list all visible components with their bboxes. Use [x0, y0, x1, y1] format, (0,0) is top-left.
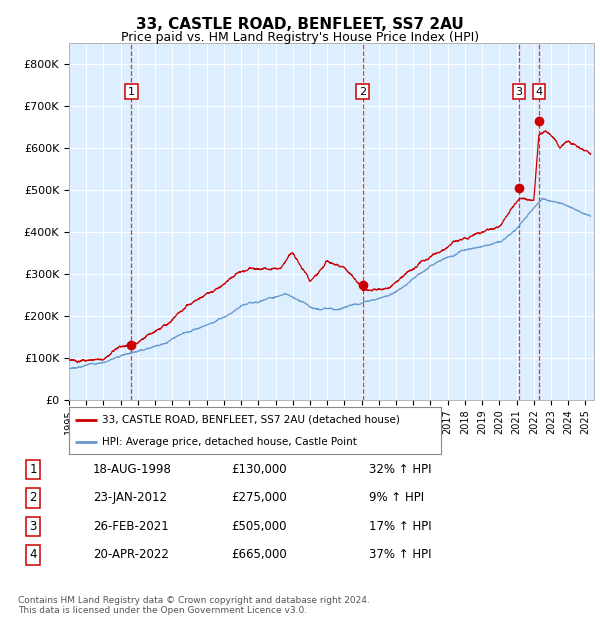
Text: 9% ↑ HPI: 9% ↑ HPI — [369, 492, 424, 504]
Text: £130,000: £130,000 — [231, 463, 287, 476]
Text: 3: 3 — [515, 87, 523, 97]
Text: 17% ↑ HPI: 17% ↑ HPI — [369, 520, 431, 533]
Text: 3: 3 — [29, 520, 37, 533]
Text: £505,000: £505,000 — [231, 520, 287, 533]
Text: 1: 1 — [128, 87, 135, 97]
Text: Contains HM Land Registry data © Crown copyright and database right 2024.
This d: Contains HM Land Registry data © Crown c… — [18, 596, 370, 615]
Text: 33, CASTLE ROAD, BENFLEET, SS7 2AU: 33, CASTLE ROAD, BENFLEET, SS7 2AU — [136, 17, 464, 32]
Text: 26-FEB-2021: 26-FEB-2021 — [93, 520, 169, 533]
Text: 2: 2 — [29, 492, 37, 504]
Text: 4: 4 — [535, 87, 542, 97]
Text: 18-AUG-1998: 18-AUG-1998 — [93, 463, 172, 476]
Text: 20-APR-2022: 20-APR-2022 — [93, 549, 169, 561]
Text: £665,000: £665,000 — [231, 549, 287, 561]
Text: HPI: Average price, detached house, Castle Point: HPI: Average price, detached house, Cast… — [103, 437, 358, 447]
Text: 37% ↑ HPI: 37% ↑ HPI — [369, 549, 431, 561]
Text: 32% ↑ HPI: 32% ↑ HPI — [369, 463, 431, 476]
Text: 33, CASTLE ROAD, BENFLEET, SS7 2AU (detached house): 33, CASTLE ROAD, BENFLEET, SS7 2AU (deta… — [103, 415, 400, 425]
Text: £275,000: £275,000 — [231, 492, 287, 504]
Text: 1: 1 — [29, 463, 37, 476]
Text: 23-JAN-2012: 23-JAN-2012 — [93, 492, 167, 504]
Text: 4: 4 — [29, 549, 37, 561]
Text: Price paid vs. HM Land Registry's House Price Index (HPI): Price paid vs. HM Land Registry's House … — [121, 31, 479, 44]
Text: 2: 2 — [359, 87, 367, 97]
